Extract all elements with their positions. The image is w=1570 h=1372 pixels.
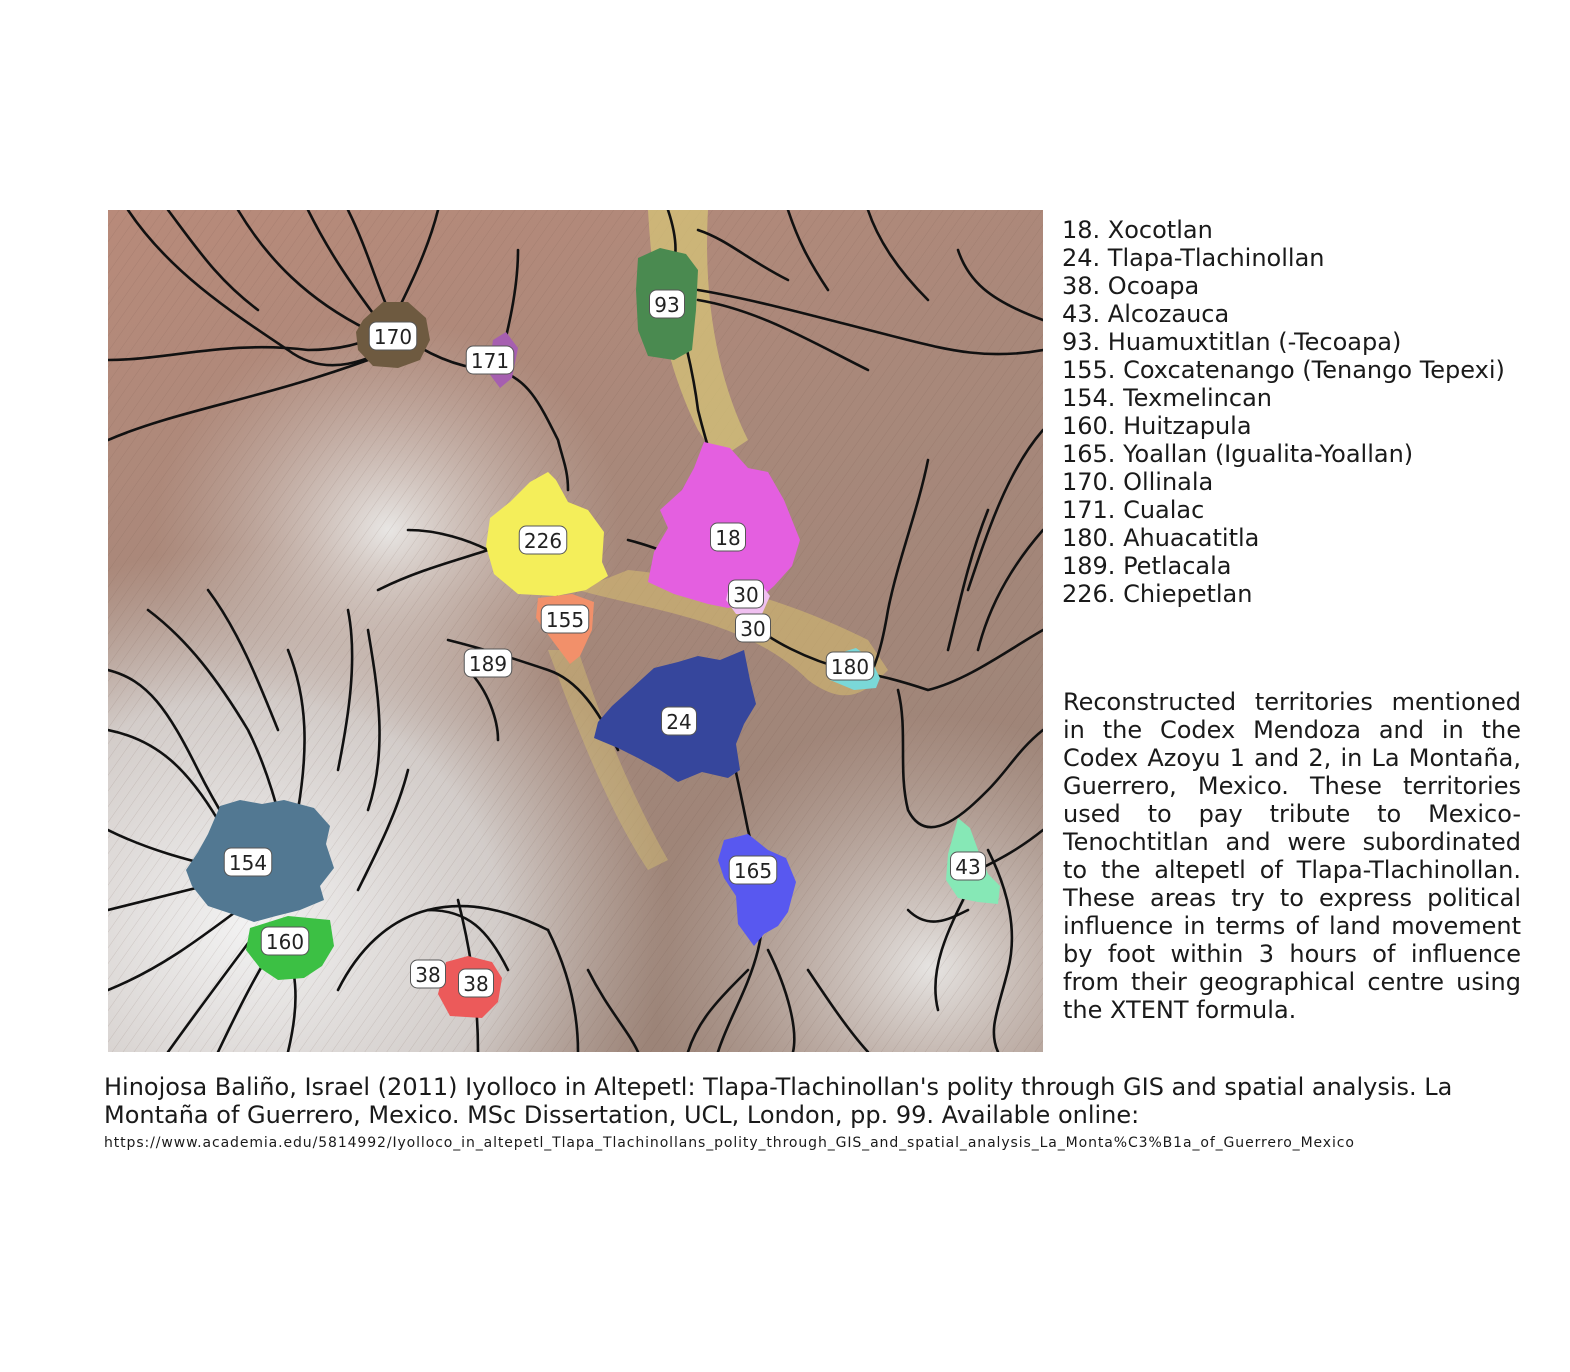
label-box [649, 289, 685, 319]
label-box [710, 522, 746, 552]
citation: Hinojosa Baliño, Israel (2011) Iyolloco … [104, 1073, 1453, 1129]
label-box [540, 604, 590, 634]
territory-label-30: 30 [735, 613, 771, 643]
legend-item: 38. Ocoapa [1062, 272, 1200, 300]
territory-label-43: 43 [950, 851, 986, 881]
territory-label-38: 38 [458, 968, 494, 998]
label-text: 93 [654, 293, 679, 317]
map-caption: Reconstructed territories mentioned in t… [1063, 688, 1521, 1024]
legend-item: 160. Huitzapula [1062, 412, 1252, 440]
territory-label-154: 154 [223, 847, 273, 877]
label-box [728, 855, 778, 885]
territory-label-189: 189 [463, 648, 513, 678]
legend-item: 226. Chiepetlan [1062, 580, 1253, 608]
label-text: 165 [734, 859, 772, 883]
label-text: 189 [469, 652, 507, 676]
label-box [465, 345, 515, 375]
territory-legend: 18. Xocotlan 24. Tlapa-Tlachinollan 38. … [1062, 216, 1532, 608]
legend-item: 24. Tlapa-Tlachinollan [1062, 244, 1325, 272]
label-text: 180 [831, 655, 869, 679]
label-box [463, 648, 513, 678]
valley-south [548, 650, 668, 870]
legend-item: 165. Yoallan (Igualita-Yoallan) [1062, 440, 1414, 468]
legend-item: 43. Alcozauca [1062, 300, 1230, 328]
legend-item: 154. Texmelincan [1062, 384, 1272, 412]
label-text: 18 [715, 526, 740, 550]
map-svg: 170 171 93 226 18 30 30 155 189 180 24 154 160 165 43 3… [108, 210, 1043, 1052]
territory-label-160: 160 [260, 926, 310, 956]
label-box [825, 651, 875, 681]
label-box [368, 321, 418, 351]
legend-item: 189. Petlacala [1062, 552, 1232, 580]
legend-item: 18. Xocotlan [1062, 216, 1213, 244]
label-text: 38 [415, 963, 440, 987]
valley-center [578, 570, 888, 696]
territory-label-180: 180 [825, 651, 875, 681]
label-box [728, 579, 764, 609]
legend-item: 93. Huamuxtitlan (-Tecoapa) [1062, 328, 1402, 356]
label-box [950, 851, 986, 881]
label-box [518, 525, 568, 555]
label-box [458, 968, 494, 998]
label-box [661, 706, 697, 736]
label-text: 160 [266, 930, 304, 954]
territory-labels: 170 171 93 226 18 30 30 155 189 180 24 154 160 165 43 3… [223, 289, 986, 998]
territory-label-170: 170 [368, 321, 418, 351]
label-text: 170 [374, 325, 412, 349]
territory-label-171: 171 [465, 345, 515, 375]
legend-item: 171. Cualac [1062, 496, 1205, 524]
label-text: 38 [463, 972, 488, 996]
legend-item: 155. Coxcatenango (Tenango Tepexi) [1062, 356, 1505, 384]
label-text: 154 [229, 851, 267, 875]
label-text: 226 [524, 529, 562, 553]
label-text: 30 [733, 583, 758, 607]
territory-label-226: 226 [518, 525, 568, 555]
territory-label-93: 93 [649, 289, 685, 319]
label-box [735, 613, 771, 643]
label-box [410, 959, 446, 989]
territory-label-30: 30 [728, 579, 764, 609]
label-box [223, 847, 273, 877]
label-box [260, 926, 310, 956]
relief-map: 170 171 93 226 18 30 30 155 189 180 24 154 160 165 43 3… [108, 210, 1043, 1052]
legend-item: 170. Ollinala [1062, 468, 1214, 496]
label-text: 155 [546, 608, 584, 632]
label-text: 43 [955, 855, 980, 879]
territory-label-24: 24 [661, 706, 697, 736]
territory-label-38: 38 [410, 959, 446, 989]
label-text: 30 [740, 617, 765, 641]
label-text: 171 [471, 349, 509, 373]
citation-url[interactable]: https://www.academia.edu/5814992/Iyolloc… [104, 1135, 1355, 1151]
territory-label-18: 18 [710, 522, 746, 552]
territory-label-155: 155 [540, 604, 590, 634]
legend-item: 180. Ahuacatitla [1062, 524, 1260, 552]
label-text: 24 [666, 710, 691, 734]
territory-label-165: 165 [728, 855, 778, 885]
